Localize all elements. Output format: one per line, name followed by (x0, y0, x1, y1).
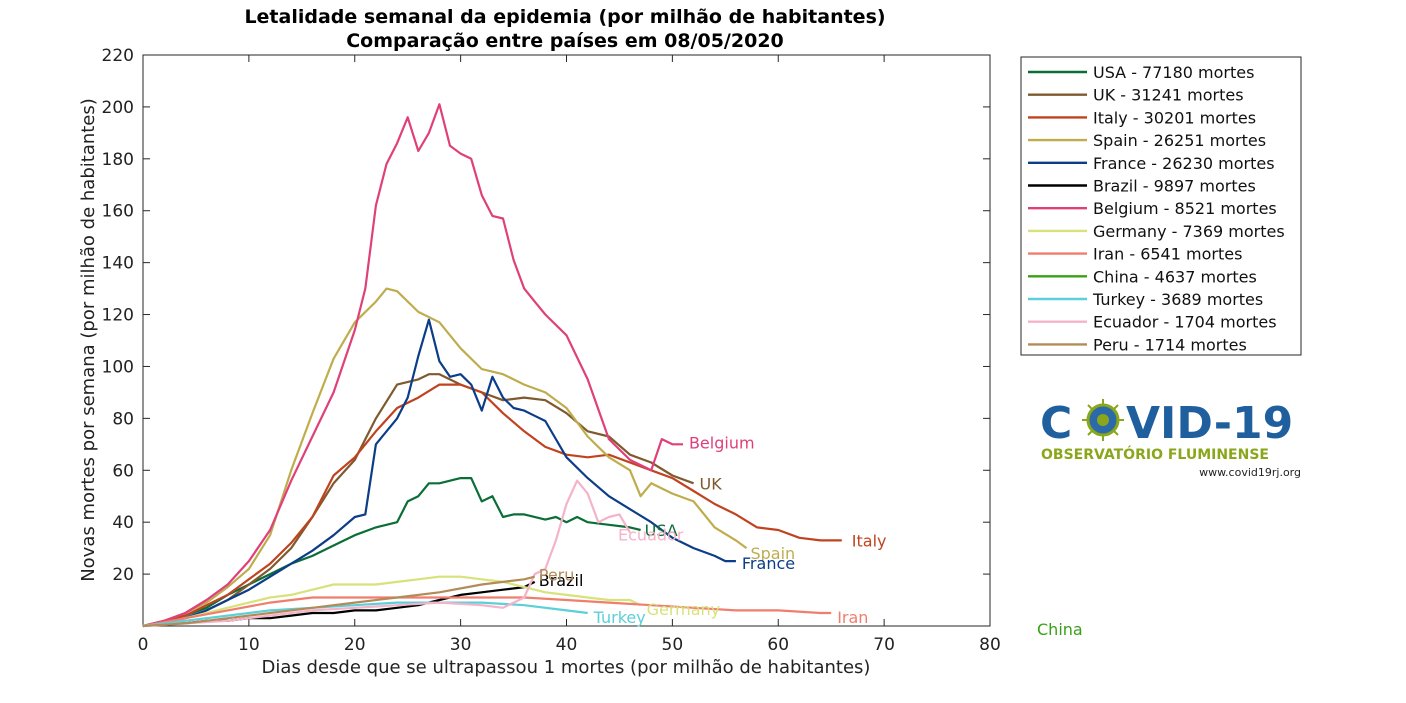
y-tick-label: 180 (102, 150, 134, 170)
legend-entry-france: France - 26230 mortes (1093, 154, 1275, 173)
plot-area (142, 54, 991, 627)
legend-entry-peru: Peru - 1714 mortes (1093, 335, 1247, 354)
x-tick-label: 30 (450, 635, 472, 655)
series-line-germany (142, 575, 642, 628)
series-end-label-uk: UK (700, 474, 723, 493)
x-tick-label: 70 (873, 635, 895, 655)
series-end-label-usa: USA (645, 521, 678, 540)
series-line-spain (142, 287, 748, 628)
series-end-label-france: France (742, 554, 795, 573)
y-tick-label: 40 (112, 513, 134, 533)
legend-entry-spain: Spain - 26251 mortes (1093, 131, 1266, 150)
series-line-uk (142, 373, 694, 628)
axis-ticks: 0 10 20 30 40 50 60 70 80 20 40 60 80 100 120 140 160 180… (102, 46, 1001, 655)
legend-entry-uk: UK - 31241 mortes (1093, 86, 1244, 105)
legend: USA - 77180 mortes UK - 31241 mortes Italy… (1028, 63, 1285, 354)
y-tick-label: 120 (102, 306, 134, 326)
legend-entry-iran: Iran - 6541 mortes (1093, 245, 1242, 264)
series-line-iran (142, 596, 832, 628)
legend-entry-brazil: Brazil - 9897 mortes (1093, 177, 1256, 196)
legend-entry-china: China - 4637 mortes (1093, 267, 1257, 286)
x-tick-label: 20 (344, 635, 366, 655)
y-axis-label: Novas mortes por semana (por milhão de h… (78, 98, 99, 582)
series-end-label-italy: Italy (852, 531, 887, 550)
legend-entry-italy: Italy - 30201 mortes (1093, 108, 1256, 127)
y-tick-label: 200 (102, 98, 134, 118)
series-line-france (142, 318, 736, 628)
covid-logo: C VID-19 OBSERVATÓRIO FLUMINENSE www.cov… (1040, 398, 1301, 479)
legend-entry-germany: Germany - 7369 mortes (1093, 222, 1285, 241)
series-line-peru (142, 575, 535, 628)
chart-subtitle: Comparação entre países em 08/05/2020 (346, 30, 784, 52)
legend-entry-usa: USA - 77180 mortes (1093, 63, 1254, 82)
series-end-label-turkey: Turkey (593, 608, 646, 627)
logo-text-vid: VID-19 (1126, 398, 1293, 449)
virus-icon (1082, 399, 1124, 441)
x-tick-label: 50 (662, 635, 684, 655)
legend-entry-belgium: Belgium - 8521 mortes (1093, 199, 1277, 218)
series-end-label-ecuador: Ecuador (618, 526, 684, 545)
x-axis-label: Dias desde que se ultrapassou 1 mortes (… (262, 657, 871, 678)
series-line-italy (142, 383, 842, 628)
legend-entry-ecuador: Ecuador - 1704 mortes (1093, 313, 1277, 332)
legend-entry-turkey: Turkey - 3689 mortes (1092, 290, 1263, 309)
series-end-label-spain: Spain (750, 544, 795, 563)
series-line-ecuador (142, 479, 631, 628)
y-tick-label: 140 (102, 254, 134, 274)
y-tick-label: 60 (112, 461, 134, 481)
series-end-label-peru: Peru (539, 566, 575, 585)
logo-text-c: C (1040, 398, 1072, 449)
x-tick-label: 80 (979, 635, 1001, 655)
series-end-label-brazil: Brazil (539, 571, 584, 590)
y-tick-label: 220 (102, 46, 134, 66)
y-tick-label: 160 (102, 202, 134, 222)
series-end-label-iran: Iran (837, 608, 868, 627)
x-tick-label: 0 (138, 635, 149, 655)
x-tick-label: 60 (767, 635, 789, 655)
logo-subtitle: OBSERVATÓRIO FLUMINENSE (1041, 445, 1269, 463)
series-end-label-china: China (1037, 620, 1083, 639)
legend-box (1020, 56, 1302, 356)
y-tick-label: 20 (112, 565, 134, 585)
series-end-label-germany: Germany (647, 600, 721, 619)
series-lines (142, 103, 842, 628)
y-tick-label: 80 (112, 409, 134, 429)
x-tick-label: 40 (556, 635, 578, 655)
series-line-belgium (142, 103, 683, 628)
y-tick-label: 100 (102, 357, 134, 377)
series-line-turkey (142, 601, 588, 628)
chart-title: Letalidade semanal da epidemia (por milh… (244, 6, 885, 28)
series-end-label-belgium: Belgium (689, 433, 755, 452)
x-tick-label: 10 (238, 635, 260, 655)
logo-url: www.covid19rj.org (1199, 466, 1301, 479)
